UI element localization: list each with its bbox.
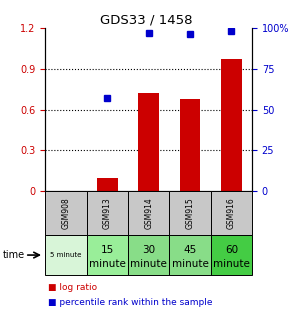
- Bar: [97, 178, 118, 191]
- Bar: [221, 59, 242, 191]
- Bar: [180, 99, 200, 191]
- Text: minute: minute: [89, 259, 126, 269]
- Text: time: time: [3, 250, 25, 260]
- Text: GSM908: GSM908: [62, 198, 71, 229]
- Text: GSM915: GSM915: [185, 198, 195, 229]
- Text: GSM916: GSM916: [227, 198, 236, 229]
- Bar: [138, 93, 159, 191]
- Text: GSM914: GSM914: [144, 198, 153, 229]
- Text: ■ log ratio: ■ log ratio: [48, 283, 98, 292]
- Text: minute: minute: [172, 259, 208, 269]
- Text: 5 minute: 5 minute: [50, 252, 82, 258]
- Text: GSM913: GSM913: [103, 198, 112, 229]
- Text: minute: minute: [213, 259, 250, 269]
- Text: 30: 30: [142, 245, 155, 255]
- Text: 15: 15: [101, 245, 114, 255]
- Text: 45: 45: [183, 245, 197, 255]
- Text: 60: 60: [225, 245, 238, 255]
- Text: minute: minute: [130, 259, 167, 269]
- Text: GDS33 / 1458: GDS33 / 1458: [100, 13, 193, 26]
- Text: ■ percentile rank within the sample: ■ percentile rank within the sample: [48, 298, 213, 307]
